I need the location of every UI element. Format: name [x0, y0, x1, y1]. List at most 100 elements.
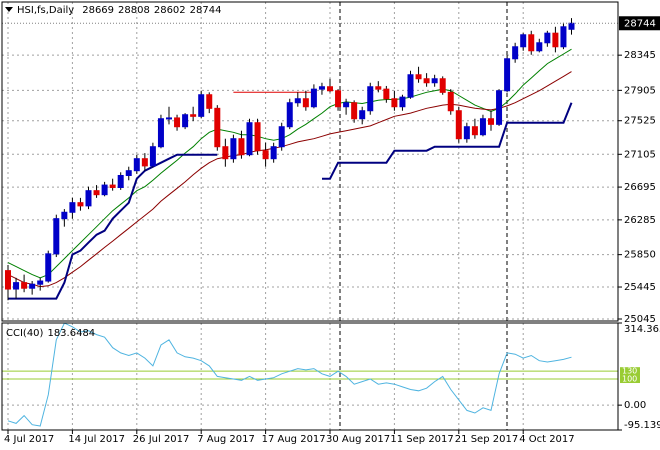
- x-tick-label: 11 Sep 2017: [390, 434, 453, 445]
- candle-body: [310, 88, 317, 108]
- y-tick-label: 26695: [624, 182, 656, 193]
- x-tick-label: 26 Jul 2017: [133, 434, 190, 445]
- candle-body: [343, 102, 350, 108]
- level-label-box: [620, 367, 640, 376]
- candle-body: [37, 280, 44, 285]
- candle-body: [560, 26, 567, 48]
- candle-body: [536, 42, 543, 52]
- y-tick-label: 28345: [624, 50, 656, 61]
- candle-body: [351, 102, 358, 120]
- candle-body: [568, 22, 575, 30]
- candle-body: [101, 184, 108, 196]
- candle-body: [166, 117, 172, 120]
- candle-body: [214, 107, 221, 148]
- x-tick-label: 17 Aug 2017: [262, 434, 326, 445]
- candle-body: [544, 32, 551, 44]
- x-tick-label: 4 Oct 2017: [519, 434, 574, 445]
- candle-body: [133, 158, 140, 172]
- y-tick-label: 25850: [624, 250, 656, 261]
- candle-body: [45, 253, 52, 282]
- candle-body: [93, 190, 100, 196]
- x-tick-label: 30 Aug 2017: [326, 434, 390, 445]
- candle-body: [270, 146, 277, 160]
- level-label: 130: [622, 367, 637, 376]
- candle-body: [391, 98, 398, 108]
- candle-body: [149, 146, 156, 167]
- candle-body: [157, 118, 164, 148]
- candle-body: [463, 126, 470, 140]
- cci-last: 183.6484: [47, 328, 95, 339]
- candle-body: [496, 90, 503, 125]
- cci-header: CCI(40) 183.6484: [6, 328, 95, 339]
- candle-body: [206, 94, 213, 109]
- candle-body: [335, 90, 342, 108]
- candle-body: [552, 32, 559, 48]
- header-arrow: [5, 7, 13, 12]
- candle-body: [53, 218, 60, 255]
- candle-body: [423, 78, 430, 84]
- symbol-title: HSI,fs,Daily: [17, 5, 74, 16]
- y-tick-label: 25045: [624, 314, 656, 325]
- candle-body: [479, 118, 486, 136]
- candle-body: [431, 78, 438, 84]
- cci-title: CCI(40): [6, 328, 44, 339]
- price-panel-border: [1, 1, 619, 322]
- candle-body: [367, 86, 374, 112]
- candle-body: [294, 98, 301, 104]
- candle-body: [327, 86, 333, 92]
- candle-body: [230, 138, 237, 160]
- candle-body: [29, 283, 36, 289]
- candle-body: [302, 98, 309, 108]
- candle-body: [359, 110, 366, 120]
- candle-body: [141, 158, 148, 167]
- candle-body: [262, 150, 269, 160]
- candle-body: [254, 122, 261, 152]
- last-close: 28744: [190, 5, 222, 16]
- candle-body: [85, 190, 92, 207]
- candle-body: [520, 34, 527, 48]
- cci-line: [7, 322, 572, 427]
- candle-body: [190, 114, 197, 117]
- candle-body: [109, 184, 116, 188]
- last-open: 28669: [82, 5, 114, 16]
- candle-body: [415, 74, 422, 80]
- y-tick-label: 26285: [624, 215, 656, 226]
- last-low: 28602: [154, 5, 186, 16]
- x-tick-label: 4 Jul 2017: [4, 434, 54, 445]
- candle-body: [69, 202, 76, 213]
- candle-body: [198, 94, 205, 117]
- y-tick-label: 27105: [624, 149, 656, 160]
- candle-body: [286, 102, 293, 128]
- candle-body: [77, 202, 84, 207]
- last-price-label: 28744: [624, 18, 656, 29]
- candle-body: [488, 118, 494, 125]
- candle-body: [455, 110, 462, 140]
- candle-body: [238, 138, 245, 156]
- candle-body: [21, 282, 28, 289]
- candle-body: [174, 117, 181, 128]
- candle-body: [528, 34, 535, 52]
- candle-body: [61, 211, 68, 220]
- overlay-line: [7, 71, 572, 288]
- cci-panel-border: [1, 322, 619, 431]
- candle-body: [318, 86, 325, 90]
- candle-body: [182, 114, 189, 128]
- y-tick-label: 314.3633: [624, 324, 660, 335]
- candle-body: [447, 91, 454, 112]
- candle-body: [125, 170, 132, 176]
- candle-body: [117, 174, 124, 188]
- y-tick-label: 25445: [624, 282, 656, 293]
- candle-body: [13, 282, 20, 290]
- x-tick-label: 21 Sep 2017: [455, 434, 518, 445]
- y-tick-label: 27905: [624, 85, 656, 96]
- candle-body: [504, 58, 511, 92]
- x-tick-label: 14 Jul 2017: [68, 434, 125, 445]
- candle-body: [399, 96, 406, 108]
- candle-body: [375, 86, 382, 90]
- overlay-line: [8, 153, 218, 300]
- x-tick-label: 7 Aug 2017: [197, 434, 255, 445]
- candle-body: [278, 126, 285, 148]
- candle-body: [5, 270, 11, 290]
